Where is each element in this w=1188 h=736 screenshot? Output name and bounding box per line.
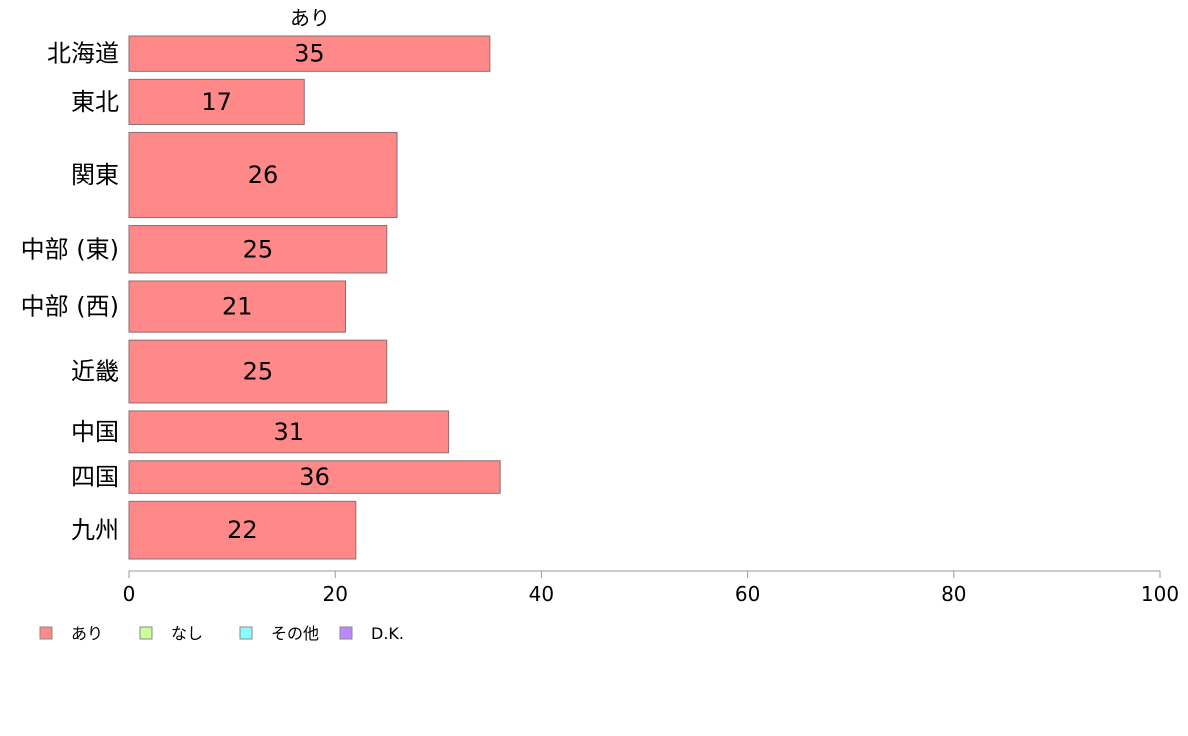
x-axis: 0 20 40 60 80 100 — [123, 570, 1179, 606]
x-tick-label-3: 60 — [735, 582, 760, 606]
bar-value-label-7: 36 — [299, 463, 330, 491]
bar-3 — [128, 225, 388, 274]
bar-value-label-3: 25 — [243, 235, 274, 263]
bar-value-label-2: 26 — [248, 161, 279, 189]
category-label-5: 近畿 — [71, 358, 119, 386]
bar-0 — [128, 35, 491, 72]
legend-swatch-2 — [239, 626, 253, 640]
x-tick-label-5: 100 — [1141, 582, 1179, 606]
bar-8 — [128, 500, 357, 560]
bars-group: 35 北海道 17 東北 26 関東 25 中部 (東) 21 中部 (西) 25 近畿 31 中国 36 四… — [21, 35, 501, 560]
category-label-6: 中国 — [71, 418, 119, 446]
legend-swatch-3 — [339, 626, 353, 640]
bar-value-label-0: 35 — [294, 40, 325, 68]
bar-value-label-5: 25 — [243, 358, 274, 386]
x-tick-label-0: 0 — [123, 582, 136, 606]
bar-value-label-4: 21 — [222, 293, 253, 321]
bar-value-label-6: 31 — [274, 418, 305, 446]
bar-value-label-8: 22 — [227, 516, 258, 544]
legend-label-1: なし — [171, 624, 203, 643]
category-label-4: 中部 (西) — [21, 293, 119, 321]
legend-label-2: その他 — [271, 624, 319, 643]
bar-value-label-1: 17 — [201, 88, 232, 116]
bar-5 — [128, 339, 388, 404]
legend-label-0: あり — [71, 624, 103, 643]
bar-2 — [128, 131, 398, 219]
legend-swatch-0 — [39, 626, 53, 640]
category-label-7: 四国 — [71, 463, 119, 491]
legend-label-3: D.K. — [371, 624, 404, 643]
category-label-1: 東北 — [71, 88, 119, 116]
bar-1 — [128, 78, 305, 125]
bar-6 — [128, 410, 450, 454]
bar-7 — [128, 460, 501, 494]
category-label-2: 関東 — [71, 161, 119, 189]
category-label-8: 九州 — [71, 516, 119, 544]
x-tick-label-4: 80 — [941, 582, 966, 606]
legend: あり なし その他 D.K. — [39, 624, 404, 643]
series-header: あり — [290, 6, 330, 30]
x-tick-label-2: 40 — [529, 582, 554, 606]
legend-swatch-1 — [139, 626, 153, 640]
category-label-3: 中部 (東) — [21, 235, 119, 263]
x-tick-label-1: 20 — [322, 582, 347, 606]
bar-4 — [128, 280, 347, 333]
category-label-0: 北海道 — [47, 40, 119, 68]
